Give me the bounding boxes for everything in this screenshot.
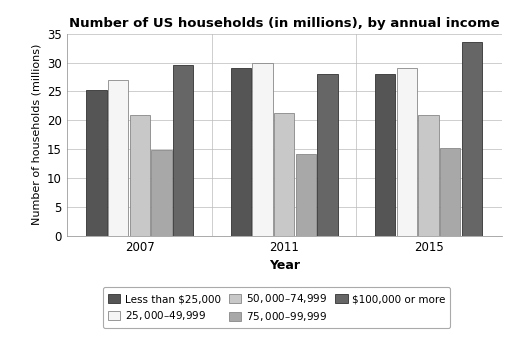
Bar (274, 114, 294, 236)
Bar (87, 90, 106, 236)
Bar (108, 80, 128, 236)
Bar (231, 68, 251, 236)
Bar (296, 154, 316, 236)
Bar (252, 63, 272, 236)
Bar (418, 115, 439, 236)
Bar (440, 148, 460, 236)
Bar (173, 65, 193, 236)
Bar (317, 74, 337, 236)
Legend: Less than $25,000, $25,000–$49,999, $50,000–$74,999, $75,000–$99,999, $100,000 o: Less than $25,000, $25,000–$49,999, $50,… (103, 287, 450, 329)
Y-axis label: Number of households (millions): Number of households (millions) (31, 44, 41, 225)
Title: Number of US households (in millions), by annual income: Number of US households (in millions), b… (69, 17, 500, 30)
Bar (152, 150, 172, 236)
Bar (462, 42, 482, 236)
Bar (130, 115, 150, 236)
Bar (397, 68, 417, 236)
X-axis label: Year: Year (269, 259, 300, 272)
Bar (375, 73, 395, 236)
